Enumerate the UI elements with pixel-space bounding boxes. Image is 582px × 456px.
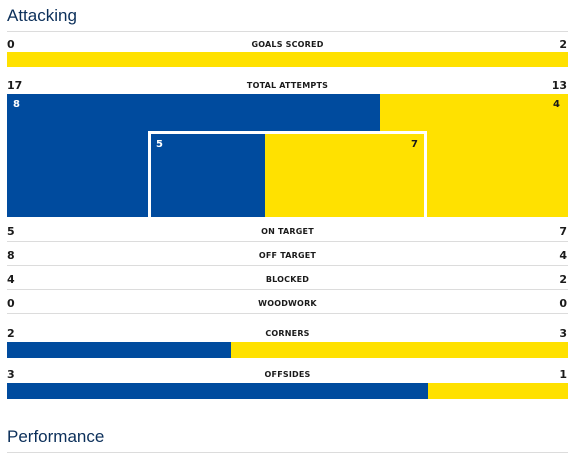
attempts-away-value: 13 bbox=[551, 79, 567, 92]
off-target-label: OFF TARGET bbox=[258, 251, 317, 260]
goals-bar bbox=[7, 52, 568, 67]
attempts-label: TOTAL ATTEMPTS bbox=[246, 81, 329, 90]
woodwork-home-value: 0 bbox=[7, 297, 15, 310]
corners-bar-home bbox=[7, 342, 232, 358]
corners-bar-away bbox=[231, 342, 568, 358]
goals-label: GOALS SCORED bbox=[251, 40, 324, 49]
divider bbox=[7, 313, 568, 314]
divider bbox=[7, 241, 568, 242]
woodwork-label: WOODWORK bbox=[258, 299, 317, 308]
divider bbox=[7, 452, 568, 453]
corners-label: CORNERS bbox=[265, 329, 310, 338]
blocked-home-value: 4 bbox=[7, 273, 15, 286]
off-target-away-value: 4 bbox=[559, 249, 567, 262]
attempts-outside-away-value: 4 bbox=[553, 99, 560, 110]
section-title-performance: Performance bbox=[7, 427, 105, 446]
offsides-bar bbox=[7, 383, 568, 399]
on-target-label: ON TARGET bbox=[261, 227, 314, 236]
attempts-inside-away bbox=[265, 134, 424, 217]
attempts-home-value: 17 bbox=[7, 79, 23, 92]
offsides-bar-away bbox=[427, 383, 568, 399]
off-target-home-value: 8 bbox=[7, 249, 15, 262]
goals-bar-away bbox=[7, 52, 568, 67]
divider bbox=[7, 31, 568, 32]
blocked-away-value: 2 bbox=[559, 273, 567, 286]
corners-bar bbox=[7, 342, 568, 358]
section-title-attacking: Attacking bbox=[7, 6, 77, 25]
on-target-home-value: 5 bbox=[7, 225, 15, 238]
goals-home-value: 0 bbox=[7, 38, 15, 51]
blocked-label: BLOCKED bbox=[265, 275, 310, 284]
attempts-outside-home-value: 8 bbox=[13, 99, 20, 110]
offsides-bar-home bbox=[7, 383, 428, 399]
attempts-inside-home bbox=[151, 134, 265, 217]
penalty-box bbox=[148, 131, 427, 217]
corners-away-value: 3 bbox=[559, 327, 567, 340]
woodwork-away-value: 0 bbox=[559, 297, 567, 310]
attempts-inside-home-value: 5 bbox=[156, 139, 163, 150]
offsides-home-value: 3 bbox=[7, 368, 15, 381]
corners-home-value: 2 bbox=[7, 327, 15, 340]
goals-away-value: 2 bbox=[559, 38, 567, 51]
divider bbox=[7, 289, 568, 290]
on-target-away-value: 7 bbox=[559, 225, 567, 238]
offsides-away-value: 1 bbox=[559, 368, 567, 381]
divider bbox=[7, 265, 568, 266]
attempts-inside-away-value: 7 bbox=[411, 139, 418, 150]
offsides-label: OFFSIDES bbox=[264, 370, 311, 379]
